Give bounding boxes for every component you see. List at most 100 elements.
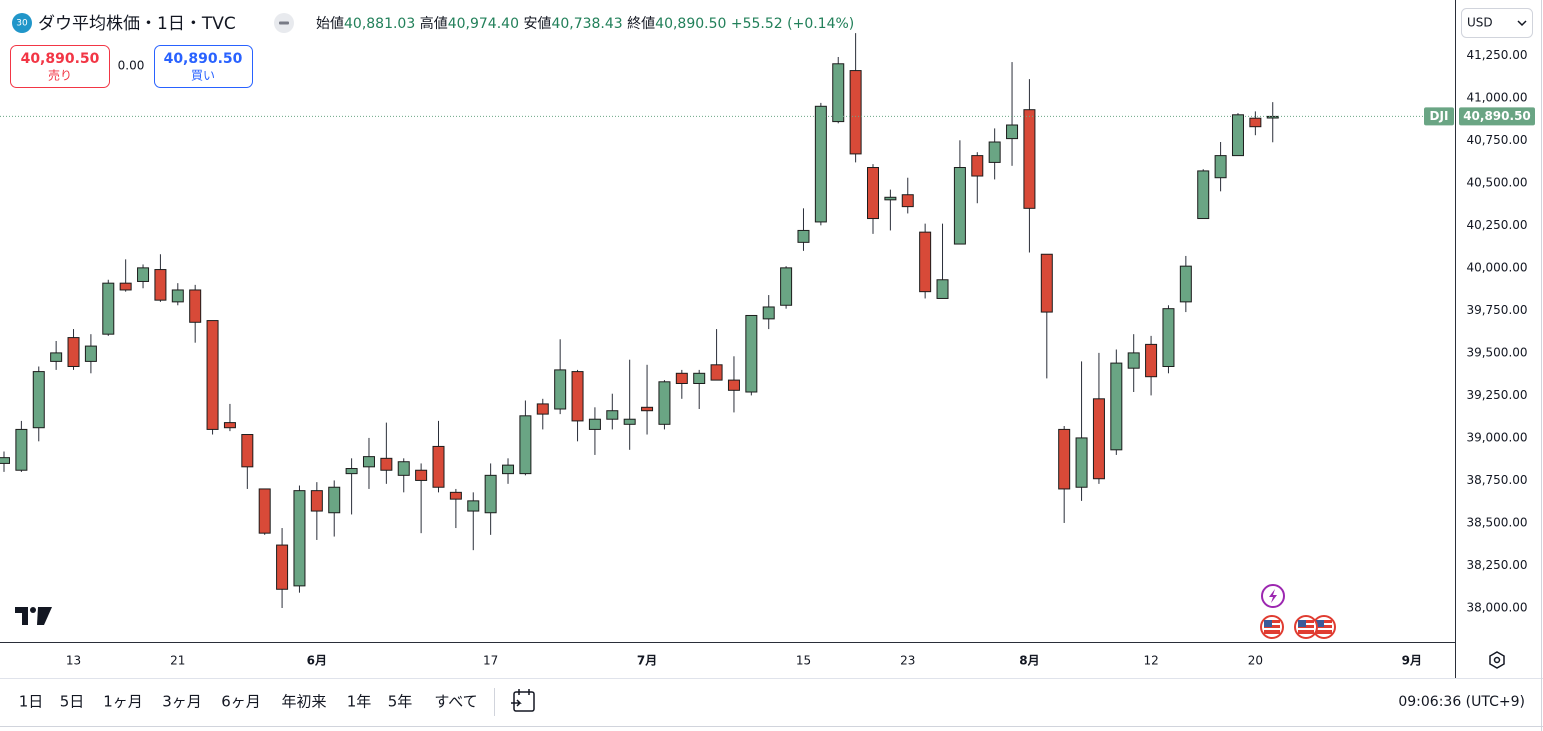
x-tick-label: 20 — [1248, 654, 1263, 668]
range-button[interactable]: 1年 — [347, 693, 372, 711]
range-button[interactable]: 5日 — [60, 693, 85, 711]
candle-body — [1023, 109, 1036, 209]
toolbar: 09:06:36 (UTC+9) 1日 5日 1ヶ月 3ヶ月 6ヶ月 年初来 1年 5年 すべて — [19, 688, 1525, 716]
range-button[interactable]: 6ヶ月 — [221, 693, 261, 711]
spread: 0.00 — [118, 59, 145, 73]
sell-price: 40,890.50 — [21, 51, 100, 67]
candle-body — [936, 279, 949, 299]
ohlc-label: 高値 — [420, 15, 448, 32]
candle-body — [119, 282, 132, 291]
candle-body — [171, 289, 184, 303]
ohlc-legend: 始値40,881.03 高値40,974.40 安値40,738.43 終値40… — [316, 15, 854, 32]
candle-body — [814, 105, 827, 223]
buy-button[interactable] — [154, 45, 253, 88]
gear-center — [1493, 656, 1501, 664]
flag-stripe — [1316, 628, 1332, 630]
range-button[interactable]: 1ヶ月 — [103, 693, 143, 711]
candle-body — [50, 352, 63, 362]
x-tick-label: 6月 — [307, 654, 327, 668]
candle-body — [1092, 398, 1105, 480]
calendar-icon — [513, 691, 535, 712]
candle-body — [1231, 114, 1244, 157]
candle-body — [258, 488, 271, 534]
ohlc-label: 安値 — [523, 16, 551, 32]
range-button[interactable]: 5年 — [388, 693, 413, 711]
y-tick-label: 41,000.00 — [1466, 90, 1527, 104]
candle-body — [32, 371, 45, 429]
symbol-tag-text: DJI — [1430, 109, 1449, 123]
logo-part — [30, 607, 36, 613]
ohlc-value: 40,738.43 — [551, 16, 622, 32]
flag-canton — [1298, 620, 1306, 627]
range-button[interactable]: 1日 — [19, 693, 44, 711]
candle-body — [415, 469, 428, 481]
flag-canton — [1264, 620, 1272, 627]
candle-body — [15, 428, 28, 471]
candle-body — [1040, 253, 1053, 313]
y-tick-label: 39,250.00 — [1466, 388, 1527, 402]
candle-body — [658, 381, 671, 425]
candle-body — [606, 410, 619, 420]
symbol-title[interactable]: ダウ平均株価・1日・TVC — [38, 14, 236, 34]
candle-body — [1197, 170, 1210, 220]
candle-body — [223, 422, 236, 429]
buy-price: 40,890.50 — [164, 51, 243, 67]
candle-body — [1110, 362, 1123, 451]
candle-body — [641, 406, 654, 412]
candle-body — [0, 457, 10, 464]
symbol-tag — [1424, 107, 1454, 126]
currency-box[interactable] — [1461, 8, 1533, 38]
flag-stripe — [1264, 628, 1280, 630]
candle-body — [919, 231, 932, 293]
candle-body — [397, 461, 410, 476]
ohlc-value: 40,890.50 — [655, 16, 726, 32]
candle-body — [727, 379, 740, 391]
us-flag-event[interactable] — [1260, 615, 1284, 639]
y-tick-label: 40,500.00 — [1466, 175, 1527, 189]
y-tick-label: 40,750.00 — [1466, 133, 1527, 147]
candle-body — [241, 434, 254, 468]
range-button[interactable]: 年初来 — [281, 693, 326, 711]
candle-body — [310, 490, 323, 512]
y-tick-label: 40,000.00 — [1466, 260, 1527, 274]
ohlc-value: 40,881.03 — [344, 16, 415, 32]
us-flag-event[interactable] — [1294, 615, 1318, 639]
trade-buttons: 40,890.50 売り 0.00 40,890.50 買い — [10, 45, 253, 88]
candle-body — [849, 70, 862, 155]
last-price-tag — [1459, 107, 1535, 126]
range-button[interactable]: 3ヶ月 — [162, 693, 202, 711]
x-tick-label: 15 — [796, 654, 811, 668]
y-tick-label: 38,750.00 — [1466, 473, 1527, 487]
settings-icon[interactable] — [1489, 651, 1505, 669]
candle-body — [971, 155, 984, 177]
candle-body — [988, 141, 1001, 163]
candle-body — [1145, 343, 1158, 378]
candle-body — [623, 418, 636, 425]
candle-body — [1006, 124, 1019, 140]
last-price-label: 40,890.50 — [1463, 109, 1531, 123]
candle-body — [797, 229, 810, 243]
clock[interactable]: 09:06:36 (UTC+9) — [1398, 694, 1525, 710]
candle-body — [328, 486, 341, 514]
currency-select[interactable]: USD — [1461, 8, 1533, 38]
candle-body — [745, 314, 758, 393]
candle-body — [276, 544, 289, 590]
y-tick-label: 38,250.00 — [1466, 558, 1527, 572]
candle-body — [467, 500, 480, 512]
candle-body — [502, 464, 515, 475]
candle-body — [675, 372, 688, 384]
candle-body — [484, 474, 497, 514]
calendar-button[interactable] — [511, 689, 535, 712]
candle-body — [1179, 265, 1192, 303]
candle-body — [780, 267, 793, 306]
dropdown-arrow — [1517, 20, 1527, 27]
candle-body — [154, 269, 167, 301]
range-button[interactable]: すべて — [434, 693, 477, 711]
candle-body — [1075, 437, 1088, 488]
candle-body — [884, 196, 897, 201]
sell-button[interactable] — [10, 45, 110, 88]
us-flag-event[interactable] — [1312, 615, 1336, 639]
candle-body — [693, 372, 706, 384]
x-tick-label: 8月 — [1019, 654, 1039, 668]
